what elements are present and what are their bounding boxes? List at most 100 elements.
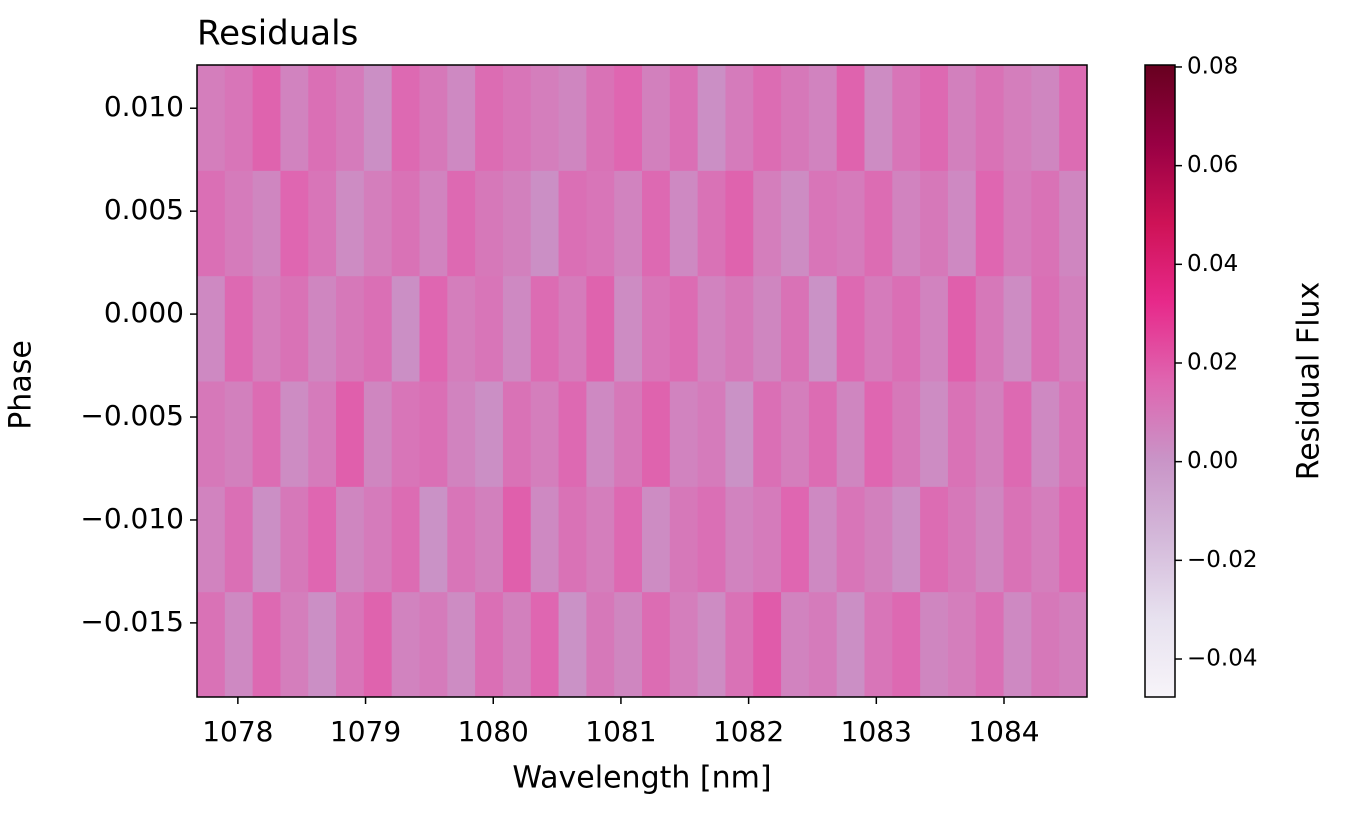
- heatmap-cell: [363, 275, 393, 382]
- heatmap-cell: [808, 65, 838, 171]
- heatmap-cell: [224, 65, 254, 171]
- heatmap-cell: [586, 486, 615, 593]
- heatmap-cell: [197, 591, 226, 698]
- heatmap-cell: [336, 381, 365, 487]
- heatmap-cell: [558, 486, 587, 593]
- heatmap-cell: [947, 65, 977, 171]
- heatmap-cell: [419, 591, 448, 698]
- heatmap-cell: [1031, 591, 1060, 698]
- heatmap-cell: [391, 65, 420, 171]
- heatmap-cell: [1031, 65, 1060, 171]
- heatmap-cell: [447, 486, 476, 593]
- heatmap-cell: [920, 275, 949, 382]
- heatmap-cell: [280, 275, 309, 382]
- heatmap-cell: [892, 486, 921, 593]
- heatmap-cell: [475, 486, 504, 593]
- heatmap-cell: [530, 65, 560, 171]
- heatmap-cell: [920, 381, 949, 487]
- heatmap-cell: [669, 65, 699, 171]
- heatmap-cell: [836, 381, 865, 487]
- heatmap-cell: [1003, 170, 1032, 277]
- heatmap-cell: [308, 381, 337, 487]
- heatmap-cell: [224, 381, 254, 487]
- heatmap-cell: [697, 65, 726, 171]
- heatmap-cell: [697, 381, 726, 487]
- heatmap-cell: [280, 65, 309, 171]
- heatmap-cell: [642, 65, 671, 171]
- heatmap-cell: [836, 170, 865, 277]
- heatmap-cell: [308, 170, 337, 277]
- heatmap-cell: [808, 591, 838, 698]
- heatmap-cell: [725, 486, 754, 593]
- heatmap-cell: [447, 591, 476, 698]
- heatmap-cell: [781, 65, 810, 171]
- heatmap-cell: [725, 591, 754, 698]
- heatmap-cell: [336, 591, 365, 698]
- heatmap-cell: [419, 65, 448, 171]
- x-tick-label: 1083: [841, 715, 912, 748]
- heatmap-cell: [530, 381, 560, 487]
- heatmap-cell: [892, 591, 921, 698]
- heatmap-cell: [502, 275, 532, 382]
- heatmap-cell: [892, 170, 921, 277]
- heatmap-cell: [419, 275, 448, 382]
- heatmap-cell: [447, 275, 476, 382]
- heatmap-cell: [558, 591, 587, 698]
- heatmap-cell: [781, 486, 810, 593]
- colorbar-tick-label: −0.02: [1187, 547, 1257, 573]
- heatmap-cell: [1031, 381, 1060, 487]
- heatmap-cell: [697, 275, 726, 382]
- heatmap-cell: [363, 591, 393, 698]
- heatmap-cell: [586, 65, 615, 171]
- heatmap-cell: [697, 170, 726, 277]
- x-tick-label: 1082: [713, 715, 784, 748]
- heatmap-cell: [947, 170, 977, 277]
- y-tick-label: 0.000: [104, 296, 184, 329]
- heatmap-cell: [558, 65, 587, 171]
- heatmap-cell: [475, 275, 504, 382]
- heatmap-cell: [725, 65, 754, 171]
- heatmap-cell: [836, 486, 865, 593]
- heatmap-cell: [280, 170, 309, 277]
- heatmap-cell: [308, 591, 337, 698]
- heatmap-cell: [864, 591, 893, 698]
- heatmap-cell: [697, 591, 726, 698]
- heatmap-cell: [864, 486, 893, 593]
- heatmap-cell: [391, 591, 420, 698]
- y-tick-label: −0.010: [80, 502, 184, 535]
- heatmap-cell: [614, 381, 643, 487]
- heatmap-cell: [252, 275, 281, 382]
- heatmap-cell: [642, 591, 671, 698]
- heatmap-cell: [502, 170, 532, 277]
- y-tick-label: 0.005: [104, 193, 184, 226]
- heatmap-cell: [669, 170, 699, 277]
- heatmap-cell: [920, 65, 949, 171]
- heatmap-cell: [864, 65, 893, 171]
- heatmap-cell: [920, 170, 949, 277]
- heatmap-cell: [363, 381, 393, 487]
- heatmap-cell: [308, 486, 337, 593]
- heatmap-cell: [864, 170, 893, 277]
- heatmap-cell: [975, 170, 1005, 277]
- heatmap-cell: [391, 170, 420, 277]
- x-tick-label: 1079: [330, 715, 401, 748]
- heatmap-cell: [808, 170, 838, 277]
- heatmap-cell: [419, 381, 448, 487]
- heatmap-cell: [781, 170, 810, 277]
- heatmap-cell: [1003, 591, 1032, 698]
- heatmap-cell: [336, 65, 365, 171]
- heatmap-cell: [614, 591, 643, 698]
- heatmap-cell: [836, 275, 865, 382]
- heatmap-cell: [391, 275, 420, 382]
- x-tick-label: 1084: [968, 715, 1039, 748]
- heatmap-cell: [336, 275, 365, 382]
- heatmap-cell: [502, 591, 532, 698]
- y-tick-label: 0.010: [104, 90, 184, 123]
- heatmap-cell: [336, 170, 365, 277]
- y-tick-label: −0.005: [80, 399, 184, 432]
- heatmap-cell: [614, 170, 643, 277]
- heatmap-cell: [336, 486, 365, 593]
- heatmap-cell: [892, 275, 921, 382]
- heatmap-cell: [586, 170, 615, 277]
- heatmap-cell: [669, 381, 699, 487]
